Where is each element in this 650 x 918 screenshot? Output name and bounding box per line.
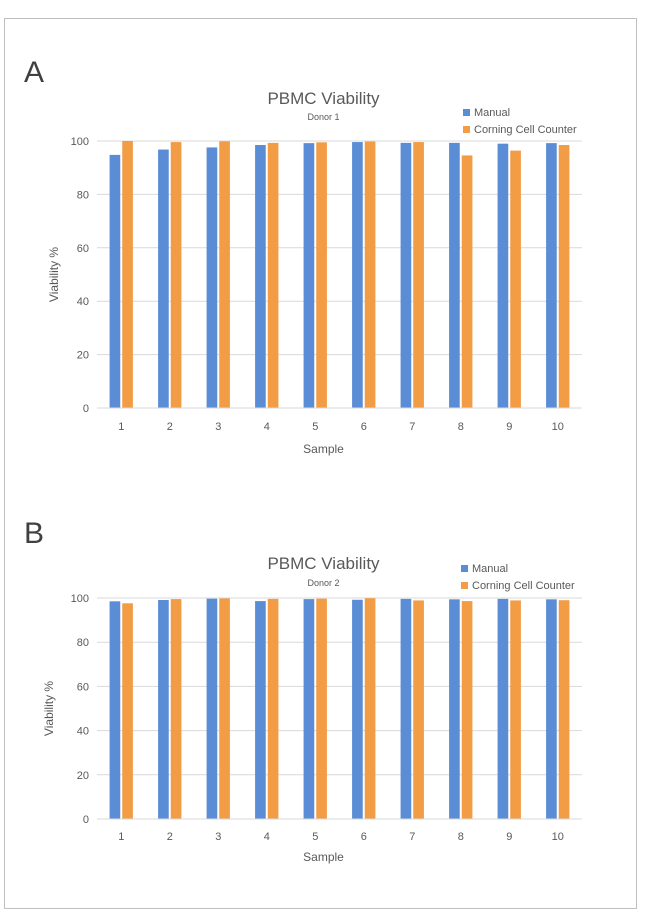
bar-manual-4 bbox=[255, 145, 266, 408]
bar-manual-5 bbox=[303, 143, 315, 409]
bar-manual-3 bbox=[206, 598, 218, 819]
legend-swatch-manual bbox=[463, 109, 470, 116]
x-tick-label: 5 bbox=[312, 421, 318, 433]
x-axis-label: Sample bbox=[303, 442, 344, 456]
panel-letter-a: A bbox=[24, 56, 45, 89]
bar-corning-9 bbox=[510, 600, 521, 819]
x-tick-label: 4 bbox=[264, 831, 270, 843]
x-tick-label: 9 bbox=[506, 831, 512, 843]
bar-corning-10 bbox=[558, 145, 570, 408]
bar-corning-9 bbox=[510, 150, 521, 408]
bar-corning-5 bbox=[316, 142, 327, 408]
y-tick-label: 60 bbox=[77, 681, 89, 693]
x-tick-label: 2 bbox=[167, 421, 173, 433]
bar-manual-6 bbox=[352, 142, 363, 408]
chart-subtitle: Donor 2 bbox=[307, 578, 339, 588]
x-tick-label: 9 bbox=[506, 421, 512, 433]
bar-manual-2 bbox=[158, 599, 169, 819]
bar-corning-3 bbox=[219, 598, 230, 819]
y-tick-label: 100 bbox=[71, 593, 89, 605]
bar-corning-2 bbox=[170, 599, 182, 819]
panel-letter-b: B bbox=[24, 517, 45, 550]
y-tick-label: 80 bbox=[77, 637, 89, 649]
bar-corning-8 bbox=[461, 155, 473, 408]
bar-manual-8 bbox=[449, 599, 460, 819]
legend-label-corning: Corning Cell Counter bbox=[472, 580, 575, 592]
chart-donor-2: 0 20 40 60 80 100 1 2 3 4 5 6 7 8 9 10 PBMC Viability Don… bbox=[42, 554, 582, 864]
x-tick-label: 3 bbox=[215, 831, 221, 843]
y-tick-label: 40 bbox=[77, 726, 89, 738]
legend-label-manual: Manual bbox=[472, 563, 508, 575]
bar-manual-8 bbox=[449, 142, 460, 408]
bar-manual-2 bbox=[158, 149, 169, 408]
bar-corning-4 bbox=[267, 598, 279, 819]
x-tick-label: 6 bbox=[361, 831, 367, 843]
bar-corning-8 bbox=[461, 601, 473, 819]
y-axis-label: Viability % bbox=[42, 681, 56, 736]
x-tick-label: 10 bbox=[552, 831, 564, 843]
x-tick-label: 4 bbox=[264, 421, 270, 433]
bar-corning-7 bbox=[413, 600, 424, 819]
x-tick-label: 1 bbox=[118, 421, 124, 433]
y-tick-label: 100 bbox=[71, 136, 89, 148]
chart-title: PBMC Viability bbox=[267, 554, 380, 573]
x-tick-label: 6 bbox=[361, 421, 367, 433]
x-tick-label: 8 bbox=[458, 831, 464, 843]
bar-manual-9 bbox=[497, 143, 509, 409]
legend-swatch-manual bbox=[461, 565, 468, 572]
bar-manual-1 bbox=[109, 601, 121, 819]
x-tick-label: 5 bbox=[312, 831, 318, 843]
x-tick-label: 7 bbox=[409, 421, 415, 433]
bar-manual-6 bbox=[352, 599, 363, 819]
bar-manual-1 bbox=[109, 154, 121, 408]
y-tick-label: 80 bbox=[77, 189, 89, 201]
chart-title: PBMC Viability bbox=[267, 89, 380, 108]
bar-corning-2 bbox=[170, 142, 182, 408]
x-tick-label: 3 bbox=[215, 421, 221, 433]
bar-corning-4 bbox=[267, 142, 279, 408]
legend-label-corning: Corning Cell Counter bbox=[474, 124, 577, 136]
bar-manual-5 bbox=[303, 599, 315, 819]
bar-manual-4 bbox=[255, 601, 266, 819]
bar-corning-6 bbox=[364, 598, 376, 819]
bar-corning-5 bbox=[316, 598, 327, 819]
x-tick-label: 10 bbox=[552, 421, 564, 433]
y-tick-label: 0 bbox=[83, 403, 89, 415]
bar-manual-7 bbox=[400, 142, 412, 408]
legend-swatch-corning bbox=[461, 582, 468, 589]
x-tick-label: 2 bbox=[167, 831, 173, 843]
bar-manual-7 bbox=[400, 598, 412, 819]
chart-donor-1: 0 20 40 60 80 100 1 2 3 4 5 6 7 8 9 10 PBMC Viability Don… bbox=[47, 89, 582, 456]
y-tick-label: 20 bbox=[77, 350, 89, 362]
bar-manual-10 bbox=[546, 143, 557, 409]
y-tick-label: 40 bbox=[77, 296, 89, 308]
bar-manual-9 bbox=[497, 598, 509, 819]
x-axis-label: Sample bbox=[303, 850, 344, 864]
legend-swatch-corning bbox=[463, 126, 470, 133]
bar-corning-1 bbox=[122, 141, 133, 408]
x-tick-label: 7 bbox=[409, 831, 415, 843]
bar-corning-1 bbox=[122, 603, 133, 819]
bar-corning-10 bbox=[558, 600, 570, 819]
y-tick-label: 20 bbox=[77, 770, 89, 782]
bar-corning-7 bbox=[413, 142, 424, 408]
y-tick-label: 60 bbox=[77, 243, 89, 255]
bar-corning-6 bbox=[364, 141, 376, 408]
x-tick-label: 1 bbox=[118, 831, 124, 843]
bar-corning-3 bbox=[219, 141, 230, 408]
y-tick-label: 0 bbox=[83, 814, 89, 826]
bar-manual-3 bbox=[206, 147, 218, 408]
bar-manual-10 bbox=[546, 599, 557, 819]
legend-label-manual: Manual bbox=[474, 107, 510, 119]
y-axis-label: Viability % bbox=[47, 247, 61, 302]
x-tick-label: 8 bbox=[458, 421, 464, 433]
chart-subtitle: Donor 1 bbox=[307, 112, 339, 122]
